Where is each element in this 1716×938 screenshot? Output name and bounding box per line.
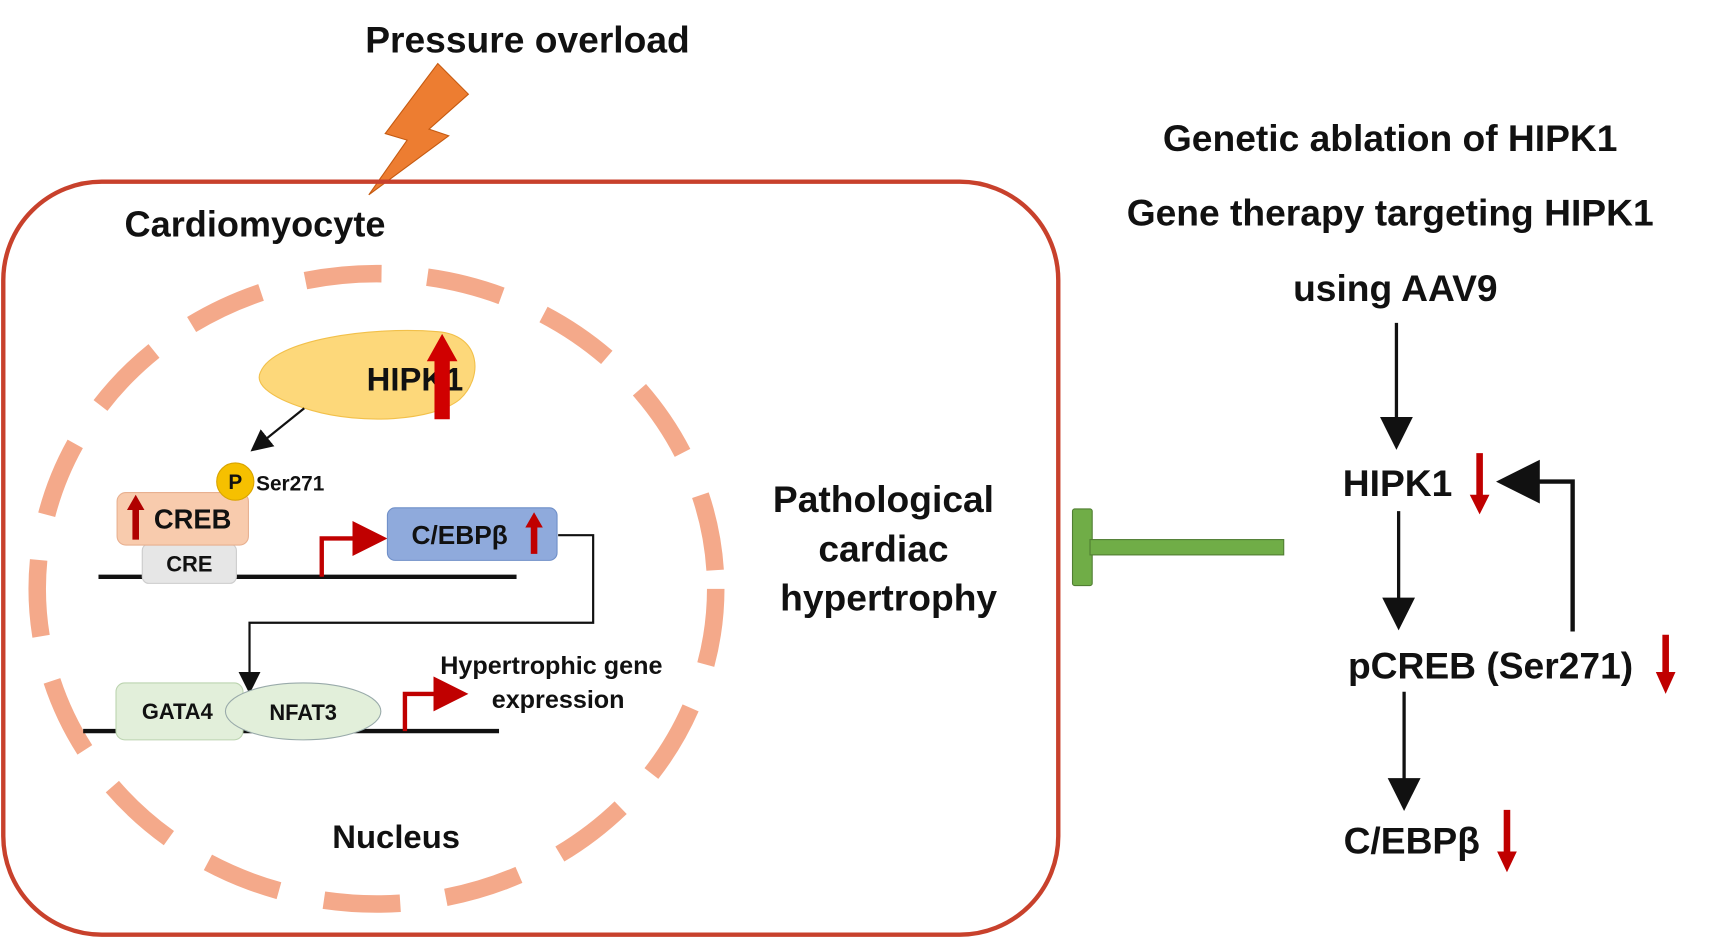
gata4-label: GATA4 — [142, 699, 214, 724]
feedback-arrow — [1496, 459, 1575, 632]
intervention-label: Genetic ablation of HIPK1 Gene therapy t… — [1127, 117, 1664, 309]
cardiomyocyte-cell — [1, 179, 1061, 937]
cre-label: CRE — [166, 551, 212, 576]
creb-label: CREB — [154, 504, 231, 535]
nfat3-label: NFAT3 — [269, 700, 337, 725]
cebpb-up-arrow-icon — [525, 512, 543, 554]
hipk1-down-arrow-icon — [1469, 453, 1490, 515]
phospho-badge — [216, 462, 255, 501]
cell-label: Cardiomyocyte — [125, 203, 386, 244]
cebpb-to-nfat-connector — [238, 534, 595, 694]
cebpb-box — [386, 507, 558, 561]
stimulus-label: Pressure overload — [365, 19, 690, 61]
promoter-arrow-1 — [319, 520, 388, 577]
cascade-hipk1: HIPK1 — [1343, 462, 1453, 504]
cebpb-label: C/EBPβ — [412, 520, 508, 550]
cascade-pcreb: pCREB (Ser271) — [1348, 645, 1633, 687]
creb-up-arrow-icon — [126, 494, 145, 540]
phosphorylation-arrow — [250, 407, 305, 452]
phospho-label: P — [228, 471, 242, 494]
nfat3-ellipse — [224, 682, 382, 741]
pcreb-down-arrow-icon — [1655, 634, 1676, 694]
outcome-label: Pathological cardiac hypertrophy — [773, 478, 1004, 618]
cebpb-down-arrow-icon — [1497, 809, 1517, 873]
ser271-label: Ser271 — [256, 472, 324, 495]
nucleus-membrane — [28, 264, 725, 913]
inhibition-bar — [1071, 508, 1285, 587]
promoter-arrow-2 — [402, 676, 469, 732]
nucleus-label: Nucleus — [332, 818, 460, 855]
hypertrophic-gene-label: Hypertrophic gene expression — [440, 652, 669, 714]
hipk1-up-arrow-icon — [426, 333, 458, 420]
lightning-bolt-icon — [368, 62, 470, 196]
cascade-cebpb: C/EBPβ — [1344, 820, 1480, 862]
creb-box — [116, 491, 249, 546]
